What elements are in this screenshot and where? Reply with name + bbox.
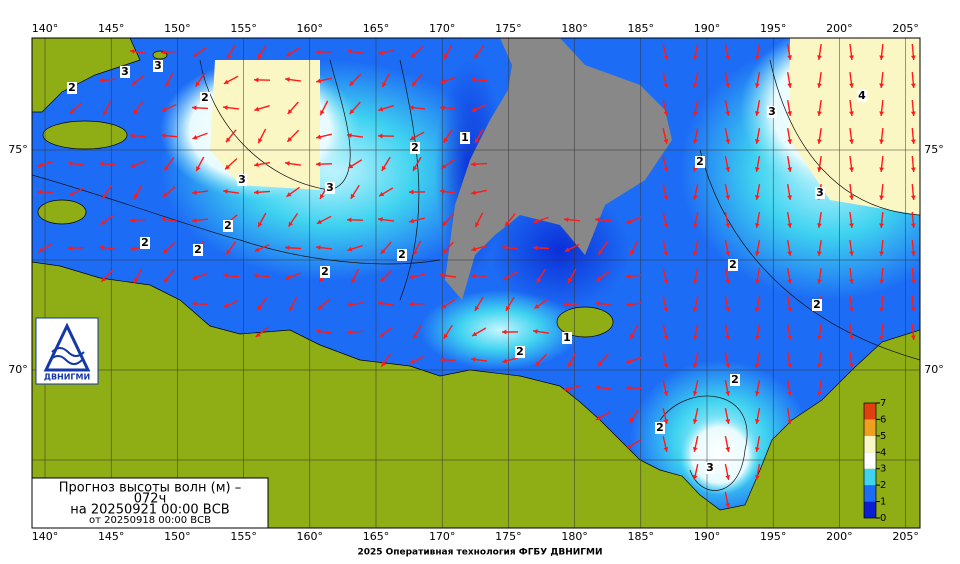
footer: 2025 Оперативная технология ФГБУ ДВНИГМИ (357, 548, 602, 558)
lon-label: 175° (495, 530, 522, 543)
contour-label: 3 (238, 173, 246, 186)
lat-label: 70° (8, 363, 28, 376)
lon-label: 180° (561, 530, 588, 543)
lon-label: 150° (164, 22, 191, 35)
contour-label: 2 (398, 248, 406, 261)
lon-label: 160° (297, 22, 324, 35)
colorbar-segment (864, 403, 876, 419)
contour-label: 2 (813, 298, 821, 311)
wave-field (680, 415, 760, 495)
colorbar-label: 6 (880, 414, 886, 425)
title-line: от 20250918 00:00 ВСВ (89, 515, 211, 526)
colorbar-segment (864, 436, 876, 452)
contour-label: 1 (563, 331, 571, 344)
contour-label: 1 (461, 131, 469, 144)
contour-label: 2 (731, 373, 739, 386)
lat-label: 70° (924, 363, 944, 376)
lon-label: 185° (628, 22, 655, 35)
contour-label: 2 (68, 81, 76, 94)
lon-label: 205° (892, 22, 919, 35)
lon-label: 170° (429, 530, 456, 543)
colorbar-label: 0 (880, 513, 886, 524)
colorbar-label: 7 (880, 398, 886, 409)
lon-label: 180° (561, 22, 588, 35)
lon-label: 155° (230, 22, 257, 35)
lon-label: 165° (363, 530, 390, 543)
lon-label: 165° (363, 22, 390, 35)
contour-label: 2 (729, 258, 737, 271)
contour-label: 3 (706, 461, 714, 474)
lon-label: 195° (760, 22, 787, 35)
lon-label: 140° (32, 22, 59, 35)
lon-label: 195° (760, 530, 787, 543)
lon-label: 200° (826, 530, 853, 543)
lon-label: 185° (628, 530, 655, 543)
colorbar-segment (864, 419, 876, 435)
lon-label: 145° (98, 530, 125, 543)
lon-label: 190° (694, 22, 721, 35)
colorbar-label: 5 (880, 431, 886, 442)
lon-label: 140° (32, 530, 59, 543)
colorbar-label: 3 (880, 464, 886, 475)
colorbar-label: 2 (880, 480, 886, 491)
lon-label: 200° (826, 22, 853, 35)
lat-label: 75° (8, 143, 28, 156)
title-box: Прогноз высоты волн (м) – 072ч на 202509… (32, 478, 268, 528)
lon-label: 155° (230, 530, 257, 543)
lon-label: 145° (98, 22, 125, 35)
map: 3 3 2 2 3 1 2 3 2 2 2 2 2 2 3 4 2 2 2 3 2 1 2 3 (32, 20, 960, 528)
lon-label: 170° (429, 22, 456, 35)
colorbar-segment (864, 452, 876, 468)
contour-label: 2 (141, 236, 149, 249)
contour-label: 3 (121, 65, 129, 78)
lon-label: 150° (164, 530, 191, 543)
contour-label: 2 (516, 345, 524, 358)
lon-label: 205° (892, 530, 919, 543)
lat-label: 75° (924, 143, 944, 156)
contour-label: 2 (201, 91, 209, 104)
contour-label: 2 (224, 219, 232, 232)
logo: ДВНИГМИ (36, 318, 98, 384)
contour-label: 4 (858, 89, 866, 102)
contour-label: 2 (656, 421, 664, 434)
contour-label: 3 (816, 186, 824, 199)
lon-label: 175° (495, 22, 522, 35)
contour-label: 3 (154, 59, 162, 72)
colorbar-segment (864, 469, 876, 485)
contour-label: 2 (696, 155, 704, 168)
contour-label: 2 (194, 243, 202, 256)
colorbar-label: 4 (880, 447, 886, 458)
lon-label: 190° (694, 530, 721, 543)
contour-label: 2 (321, 265, 329, 278)
contour-label: 3 (768, 105, 776, 118)
colorbar-segment (864, 502, 876, 518)
colorbar-label: 1 (880, 497, 886, 508)
colorbar-segment (864, 485, 876, 501)
logo-text: ДВНИГМИ (44, 373, 90, 382)
lon-label: 160° (297, 530, 324, 543)
contour-label: 2 (411, 141, 419, 154)
contour-label: 3 (326, 181, 334, 194)
